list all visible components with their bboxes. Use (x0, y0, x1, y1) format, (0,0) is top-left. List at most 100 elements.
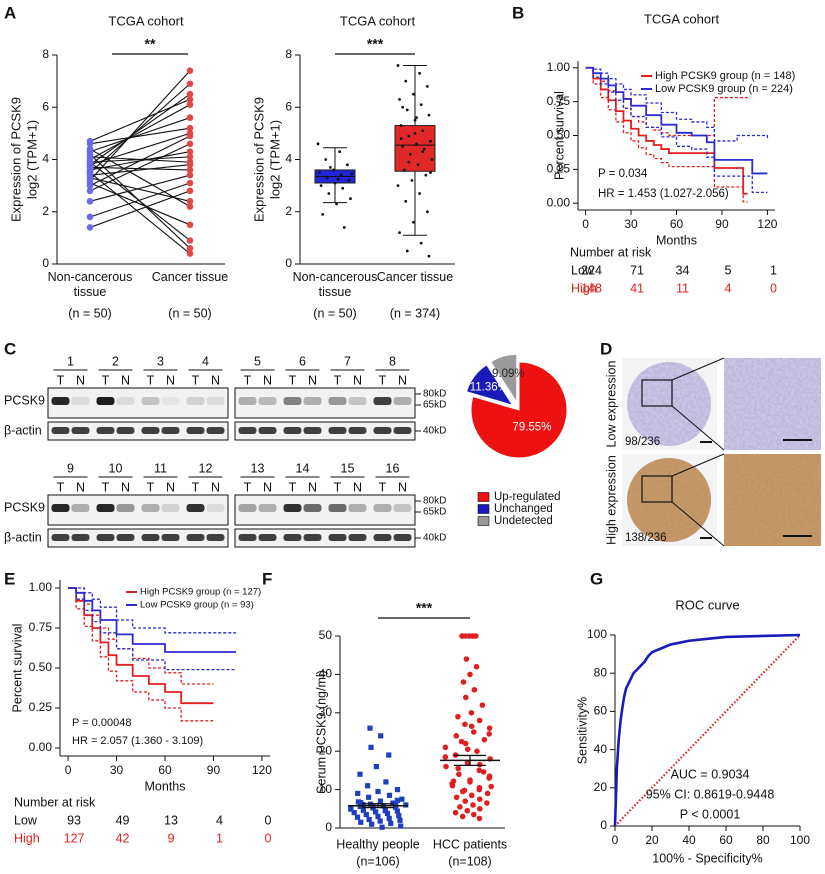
panel-label: E (4, 569, 15, 588)
point (477, 806, 483, 812)
point (186, 140, 194, 148)
point (467, 777, 473, 783)
risk-value: 49 (116, 813, 130, 827)
point (479, 702, 486, 708)
annotation: 95% CI: 0.8619-0.9448 (646, 787, 775, 801)
blot-band (71, 504, 90, 512)
blot-band (283, 397, 302, 405)
x-axis-label: Months (656, 233, 697, 247)
blot-band (71, 397, 90, 405)
category-label: Non-cancerous tissue (292, 270, 378, 299)
blot-band (186, 397, 205, 405)
chart-title: TCGA cohort (340, 13, 416, 28)
annotation: P < 0.0001 (680, 807, 741, 821)
risk-value: 127 (64, 831, 85, 845)
point (470, 802, 476, 808)
risk-value: 9 (168, 831, 175, 845)
lane-sublabel: N (308, 373, 317, 387)
x-axis-label: 100% - Specificity% (652, 851, 762, 865)
risk-value: 4 (724, 281, 731, 295)
point (452, 809, 459, 816)
legend-swatch (477, 504, 490, 514)
point (86, 145, 94, 153)
point (386, 815, 392, 821)
blot-band (348, 534, 367, 541)
blot-band (96, 504, 115, 512)
blot-band (393, 427, 412, 434)
annotation: P = 0.00048 (72, 717, 131, 729)
point (450, 778, 457, 784)
point (86, 179, 94, 187)
panel-label: D (600, 339, 612, 358)
point (396, 64, 400, 67)
y-tick-label: 0 (325, 820, 332, 834)
y-axis-label: Expression of PCSK9 (8, 97, 23, 222)
lane-sublabel: N (166, 480, 175, 494)
risk-value: 93 (67, 813, 81, 827)
point (471, 686, 478, 693)
point (369, 821, 375, 827)
category-label: Cancer tissue (376, 270, 454, 284)
lane-number: 12 (199, 461, 213, 475)
legend-label: Up-regulated (494, 491, 560, 503)
blot-band (186, 427, 205, 434)
row-label: PCSK9 (4, 393, 45, 407)
point (86, 174, 94, 182)
point (401, 105, 405, 109)
point (316, 142, 320, 146)
y-tick-label: 0.75 (547, 94, 571, 108)
x-tick-label: 40 (682, 833, 696, 847)
blot-band (348, 397, 367, 405)
y-tick-label: 100 (587, 627, 607, 641)
point (186, 171, 194, 179)
lane-sublabel: T (244, 480, 252, 494)
point (347, 179, 351, 182)
ihc-row-label: High expression (604, 455, 618, 545)
panel-label: B (512, 3, 524, 22)
risk-value: 4 (216, 813, 223, 827)
y-tick-label: 0.25 (29, 700, 53, 714)
point (86, 161, 94, 169)
point (373, 763, 379, 770)
blot-band (373, 427, 392, 434)
y-tick-label: 1.00 (547, 60, 571, 74)
lane-sublabel: N (398, 373, 407, 387)
point (325, 176, 329, 180)
blot-band (328, 504, 347, 512)
point (486, 725, 493, 731)
point (382, 808, 388, 814)
lane-number: 14 (296, 461, 310, 475)
risk-value: 1 (770, 263, 777, 277)
point (476, 761, 483, 768)
panel-label: G (590, 569, 603, 588)
point (486, 773, 493, 779)
n-label: (n=108) (448, 854, 491, 868)
point (390, 800, 396, 806)
confidence-band (68, 587, 237, 671)
blot-band (238, 397, 257, 405)
ihc-zoom-line (671, 357, 725, 381)
point (412, 92, 415, 96)
marker-label: 65kD (423, 507, 446, 518)
point (186, 96, 194, 103)
point (419, 103, 423, 107)
category-label: Cancer tissue (151, 270, 229, 284)
marker-label: 40kD (423, 426, 446, 437)
lane-sublabel: T (289, 480, 297, 494)
lane-number: 11 (154, 461, 167, 475)
point (476, 767, 483, 774)
x-tick-label: 0 (65, 763, 72, 777)
point (363, 811, 369, 818)
lane-sublabel: T (192, 480, 200, 494)
y-tick-label: 8 (285, 47, 292, 61)
blot-band (258, 504, 277, 512)
point (186, 130, 194, 137)
blot-band (116, 534, 135, 541)
point (473, 663, 480, 670)
survival-curve (68, 587, 237, 653)
ihc-roi (641, 475, 673, 503)
risk-title: Number at risk (14, 795, 96, 809)
x-tick-label: 30 (110, 763, 124, 777)
point (86, 169, 94, 176)
point (383, 779, 389, 785)
